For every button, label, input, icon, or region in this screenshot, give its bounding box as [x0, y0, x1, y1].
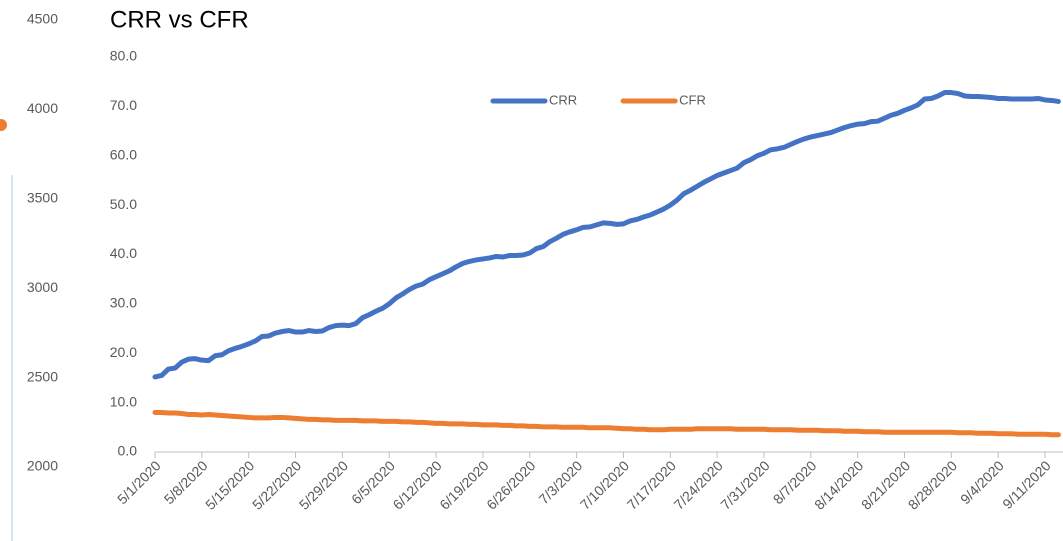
legend-label: CFR: [679, 92, 706, 107]
y-tick-label: 0.0: [118, 443, 138, 459]
y2-tick-label: 4000: [27, 100, 58, 116]
y-tick-label: 80.0: [110, 48, 137, 64]
y-tick-label: 10.0: [110, 393, 137, 409]
x-tick-label: 8/28/2020: [905, 457, 961, 513]
x-tick-label: 9/11/2020: [999, 457, 1054, 512]
y-tick-label: 50.0: [110, 196, 137, 212]
x-tick-label: 5/1/2020: [114, 457, 164, 507]
y-tick-label: 60.0: [110, 146, 137, 162]
series-line: [152, 410, 1061, 438]
x-tick-label: 7/17/2020: [624, 457, 680, 513]
x-tick-label: 6/19/2020: [436, 457, 492, 513]
x-tick-label: 6/26/2020: [483, 457, 539, 513]
chart-title: CRR vs CFR: [110, 6, 249, 33]
x-tick-label: 7/10/2020: [577, 457, 633, 513]
x-tick-label: 8/14/2020: [811, 457, 867, 513]
x-tick-label: 8/21/2020: [858, 457, 914, 513]
y-tick-label: 30.0: [110, 295, 137, 311]
y2-tick-label: 4500: [27, 11, 58, 27]
legend-label: CRR: [549, 92, 577, 107]
handle-dot: [0, 119, 7, 131]
y-tick-label: 40.0: [110, 245, 137, 261]
series-line: [152, 90, 1061, 380]
y2-tick-label: 2000: [27, 458, 58, 474]
y2-tick-label: 3000: [27, 279, 58, 295]
x-tick-label: 7/31/2020: [717, 457, 773, 513]
y-tick-label: 20.0: [110, 344, 137, 360]
x-tick-label: 5/15/2020: [202, 457, 258, 513]
x-tick-label: 5/29/2020: [296, 457, 352, 513]
y2-tick-label: 2500: [27, 368, 58, 384]
x-tick-label: 6/12/2020: [389, 457, 445, 513]
x-tick-label: 7/24/2020: [671, 457, 727, 513]
y-tick-label: 70.0: [110, 97, 137, 113]
y2-tick-label: 3500: [27, 190, 58, 206]
x-tick-label: 5/22/2020: [249, 457, 305, 513]
